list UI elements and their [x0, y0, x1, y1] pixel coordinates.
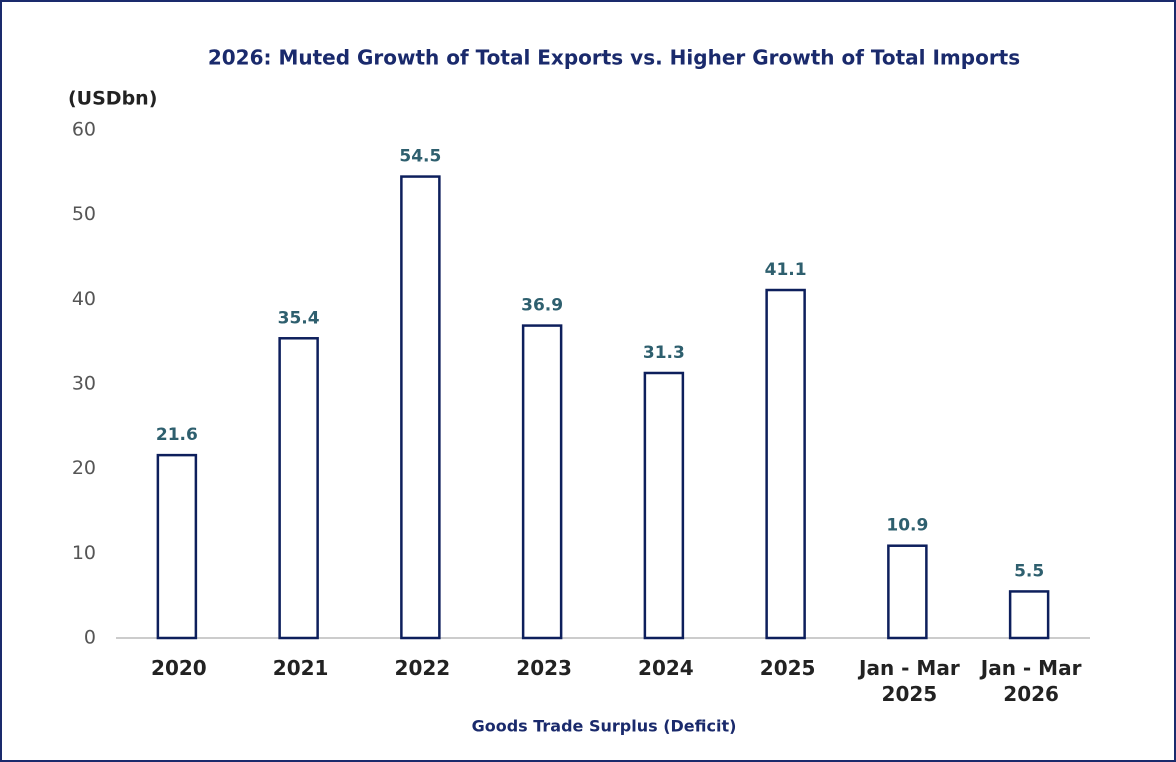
data-label: 35.4 [278, 308, 320, 328]
x-tick-label: 2023 [516, 656, 572, 680]
y-tick-label: 50 [72, 203, 96, 225]
data-label: 5.5 [1014, 561, 1044, 581]
bar [521, 324, 563, 640]
bar [643, 371, 685, 640]
x-tick-label: 2024 [638, 656, 694, 680]
bar [278, 337, 319, 640]
data-label: 54.5 [399, 147, 441, 167]
x-tick-label: Jan - Mar 2026 [980, 656, 1082, 706]
data-label: 21.6 [156, 425, 198, 445]
data-label: 36.9 [521, 296, 563, 316]
data-label: 10.9 [886, 516, 928, 536]
data-label: 31.3 [643, 343, 685, 363]
bar [765, 288, 806, 640]
y-tick-label: 20 [72, 457, 96, 479]
bar [887, 544, 928, 640]
x-tick-label: 2025 [759, 656, 816, 680]
x-tick-label: 2021 [272, 656, 329, 680]
y-tick-label: 30 [72, 373, 96, 395]
bar [156, 453, 198, 640]
x-tick-label: 2020 [151, 656, 207, 680]
data-label: 41.1 [765, 260, 807, 280]
x-tick-label: Jan - Mar 2025 [859, 656, 960, 706]
x-axis-label: Goods Trade Surplus (Deficit) [472, 717, 737, 736]
x-tick-label: 2022 [394, 656, 451, 680]
y-tick-label: 60 [72, 119, 96, 141]
bar [1008, 590, 1050, 640]
y-axis-label: (USDbn) [68, 88, 157, 110]
chart-title: 2026: Muted Growth of Total Exports vs. … [208, 46, 1020, 70]
y-tick-label: 10 [72, 542, 96, 564]
y-tick-label: 40 [72, 288, 96, 310]
bar [400, 175, 441, 640]
y-tick-label: 0 [84, 627, 96, 649]
